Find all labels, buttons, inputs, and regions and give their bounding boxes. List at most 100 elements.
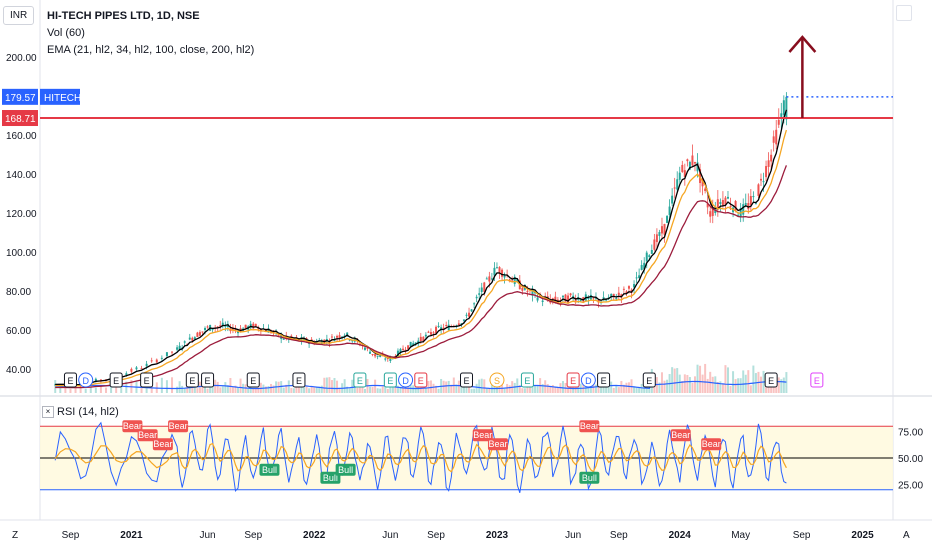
- volume-legend: Vol (60): [47, 27, 85, 39]
- last-price-tag: [2, 88, 38, 105]
- settings-icon[interactable]: [896, 5, 912, 21]
- candle-body: [409, 341, 412, 347]
- candle-body: [488, 276, 491, 282]
- volume-bar: [660, 372, 663, 393]
- event-marker-label: E: [296, 376, 302, 386]
- volume-bar: [610, 381, 613, 393]
- volume-bar: [427, 380, 430, 393]
- volume-bar: [323, 377, 326, 393]
- price-tick-label: 160.00: [6, 131, 37, 142]
- volume-bar: [264, 386, 267, 393]
- volume-bar: [711, 376, 714, 393]
- candle-body: [338, 335, 341, 339]
- candle-body: [681, 164, 684, 172]
- candle-body: [366, 347, 369, 349]
- volume-bar: [605, 384, 608, 393]
- volume-bar: [325, 377, 328, 393]
- candle-body: [135, 367, 138, 370]
- rsi-signals: BearBearBearBearBearBearBearBearBearBull…: [122, 420, 722, 484]
- candle-body: [714, 209, 717, 214]
- candle-body: [671, 195, 674, 204]
- volume-bar: [226, 385, 229, 393]
- candle-body: [457, 323, 460, 326]
- candle-body: [419, 336, 422, 342]
- candle-body: [785, 96, 788, 120]
- volume-bar: [620, 380, 623, 393]
- candle-body: [579, 300, 582, 302]
- signal-label: Bear: [671, 430, 690, 440]
- volume-bar: [234, 385, 237, 393]
- candle-body: [171, 351, 174, 353]
- volume-bar: [503, 388, 506, 393]
- rsi-legend: × RSI (14, hl2): [42, 406, 119, 419]
- candle-body: [483, 282, 486, 292]
- volume-bar: [356, 387, 359, 393]
- volume-bar: [615, 384, 618, 393]
- candle-body: [526, 290, 529, 292]
- auto-scale-button[interactable]: A: [903, 530, 910, 541]
- chart-legend: HI-TECH PIPES LTD, 1D, NSE Vol (60) EMA …: [47, 8, 254, 59]
- candle-body: [150, 360, 153, 362]
- candle-body: [379, 355, 382, 358]
- zoom-icon[interactable]: Z: [12, 530, 19, 541]
- candle-body: [325, 338, 328, 341]
- candle-body: [653, 239, 656, 250]
- volume-bar: [318, 386, 321, 393]
- volume-bar: [546, 384, 549, 393]
- volume-bar: [183, 387, 186, 393]
- candle-body: [432, 332, 435, 334]
- volume-bar: [716, 382, 719, 393]
- volume-bar: [237, 387, 240, 393]
- price-tick-label: 40.00: [6, 365, 31, 376]
- volume-bar: [409, 380, 412, 393]
- last-price-label: 179.57: [5, 93, 36, 104]
- time-tick-label: 2023: [486, 530, 509, 541]
- candle-body: [716, 199, 719, 210]
- volume-bar: [313, 387, 316, 393]
- candle-body: [521, 287, 524, 291]
- volume-bar: [607, 384, 610, 393]
- volume-bar: [475, 383, 478, 393]
- candle-body: [447, 324, 450, 331]
- volume-bar: [165, 380, 168, 393]
- volume-bar: [549, 386, 552, 393]
- volume-bar: [272, 385, 275, 393]
- signal-label: Bull: [262, 465, 277, 475]
- candle-body: [427, 331, 430, 333]
- event-marker-label: E: [524, 376, 530, 386]
- volume-bar: [214, 379, 217, 393]
- candle-body: [198, 332, 201, 336]
- symbol-title: HI-TECH PIPES LTD, 1D, NSE: [47, 10, 200, 22]
- resistance-price-tag: [2, 110, 38, 127]
- earnings-marker: [383, 372, 397, 388]
- volume-bar: [597, 387, 600, 393]
- currency-selector[interactable]: INR: [3, 6, 35, 25]
- volume-bar: [376, 388, 379, 393]
- candle-body: [721, 199, 724, 206]
- candle-body: [704, 188, 707, 191]
- earnings-marker: [520, 372, 534, 388]
- volume-bar: [391, 387, 394, 393]
- event-marker-label: D: [402, 376, 409, 386]
- signal-label: Bear: [580, 421, 599, 431]
- event-marker-label: D: [585, 376, 592, 386]
- volume-bar: [699, 365, 702, 393]
- candle-body: [94, 378, 97, 383]
- collapse-icon[interactable]: ×: [42, 406, 54, 419]
- time-tick-label: Jun: [565, 530, 581, 541]
- volume-bar: [216, 381, 219, 393]
- candle-body: [155, 359, 158, 363]
- earnings-marker: [185, 372, 199, 388]
- candle-body: [673, 187, 676, 189]
- volume-bar: [462, 384, 465, 393]
- volume-bar: [110, 385, 113, 393]
- ema-21-line: [55, 109, 788, 386]
- signal-label: Bear: [702, 439, 721, 449]
- event-marker-label: E: [205, 376, 211, 386]
- candle-body: [300, 337, 303, 341]
- earnings-marker: [201, 372, 215, 388]
- volume-bar: [333, 378, 336, 393]
- volume-bar: [267, 386, 270, 393]
- candle-body: [633, 284, 636, 288]
